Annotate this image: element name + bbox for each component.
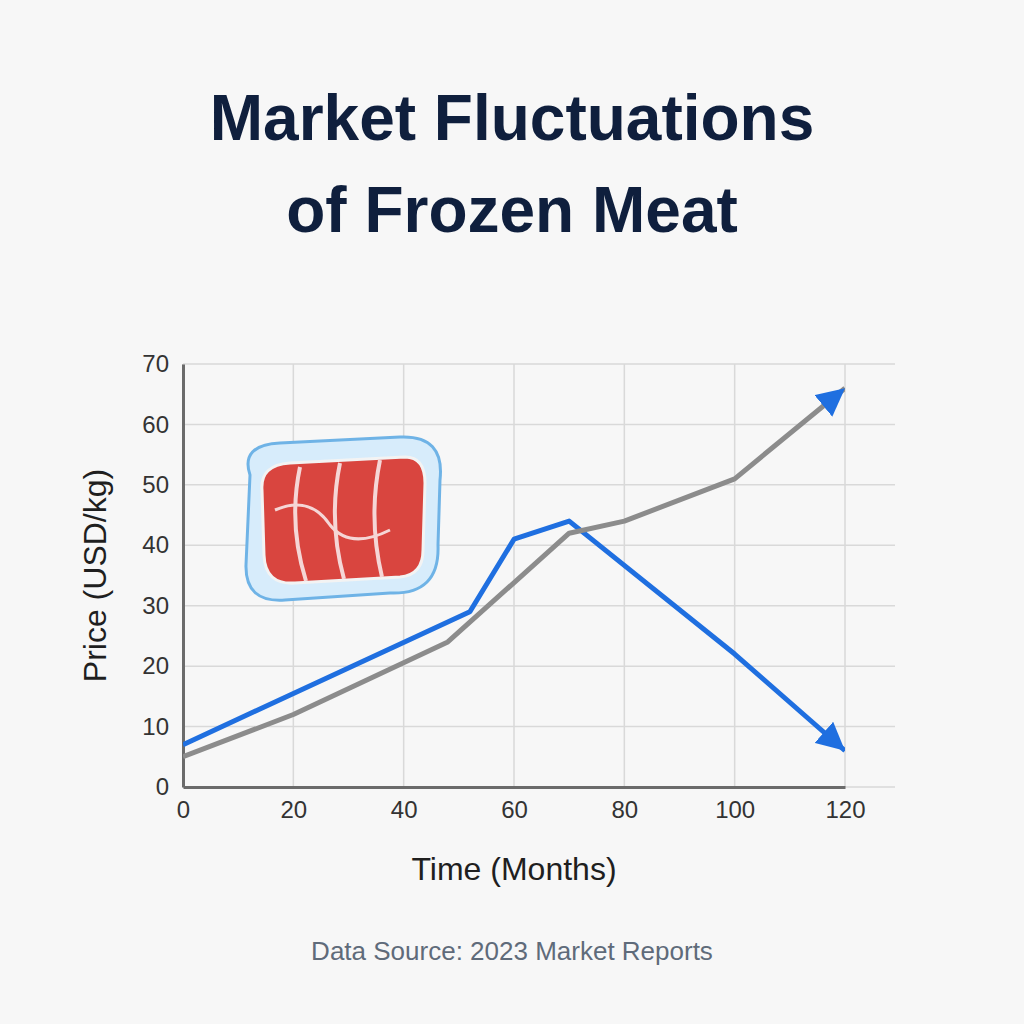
meat-icon [246, 437, 441, 600]
grid-line [183, 605, 895, 607]
tick: 10 [142, 713, 183, 740]
x-axis: 0 20 40 60 80 100 120 [177, 787, 866, 823]
background [0, 0, 1024, 1024]
tick-label: 10 [142, 713, 169, 740]
marbling [335, 463, 344, 579]
tick-label: 0 [177, 796, 190, 823]
tick-label: 0 [156, 773, 169, 800]
tick-label: 100 [715, 796, 755, 823]
tick-label: 40 [142, 531, 169, 558]
source-note: Data Source: 2023 Market Reports [311, 936, 713, 966]
grid-line [183, 424, 895, 426]
tick: 20 [142, 652, 183, 679]
line [183, 388, 845, 757]
tick-label: 60 [142, 411, 169, 438]
ice [246, 437, 441, 600]
tick-label: 20 [142, 652, 169, 679]
tick: 0 [177, 787, 190, 823]
axis-line [182, 365, 185, 788]
tick: 20 [280, 787, 307, 823]
chart: Market Fluctuations of Frozen Meat 0 20 40 60… [0, 0, 1024, 1024]
tick: 60 [142, 411, 183, 438]
grid-line [183, 786, 895, 788]
tick: 40 [391, 787, 418, 823]
grid-line [624, 364, 626, 787]
grid-line [734, 364, 736, 787]
tick: 30 [142, 592, 183, 619]
marbling [275, 505, 390, 539]
grid-line [844, 364, 846, 787]
marbling [295, 467, 306, 581]
tick-label: 40 [391, 796, 418, 823]
tick-label: 30 [142, 592, 169, 619]
tick: 60 [501, 787, 528, 823]
x-axis-title: Time (Months) [411, 851, 616, 887]
tick-label: 50 [142, 471, 169, 498]
grid-line [513, 364, 515, 787]
tick-label: 60 [501, 796, 528, 823]
meat [262, 457, 425, 583]
grid-line [183, 363, 895, 365]
tick: 120 [825, 787, 865, 823]
y-axis: 0 10 20 30 40 50 60 70 [142, 350, 183, 800]
tick: 100 [715, 787, 755, 823]
title: Market Fluctuations [210, 82, 815, 154]
plot-area [183, 388, 845, 757]
title: of Frozen Meat [286, 174, 738, 246]
tick: 80 [611, 787, 638, 823]
tick-label: 20 [280, 796, 307, 823]
tick-label: 70 [142, 350, 169, 377]
tick-label: 80 [611, 796, 638, 823]
grid-line [182, 364, 184, 787]
tick: 0 [156, 773, 183, 800]
tick: 40 [142, 531, 183, 558]
tick: 50 [142, 471, 183, 498]
grid [183, 364, 895, 787]
grid-line [183, 726, 895, 728]
marbling [374, 460, 382, 577]
tick: 70 [142, 350, 183, 377]
tick-label: 120 [825, 796, 865, 823]
y-axis-title: Price (USD/kg) [77, 469, 113, 682]
grid-line [183, 665, 895, 667]
axis-line [184, 786, 846, 789]
